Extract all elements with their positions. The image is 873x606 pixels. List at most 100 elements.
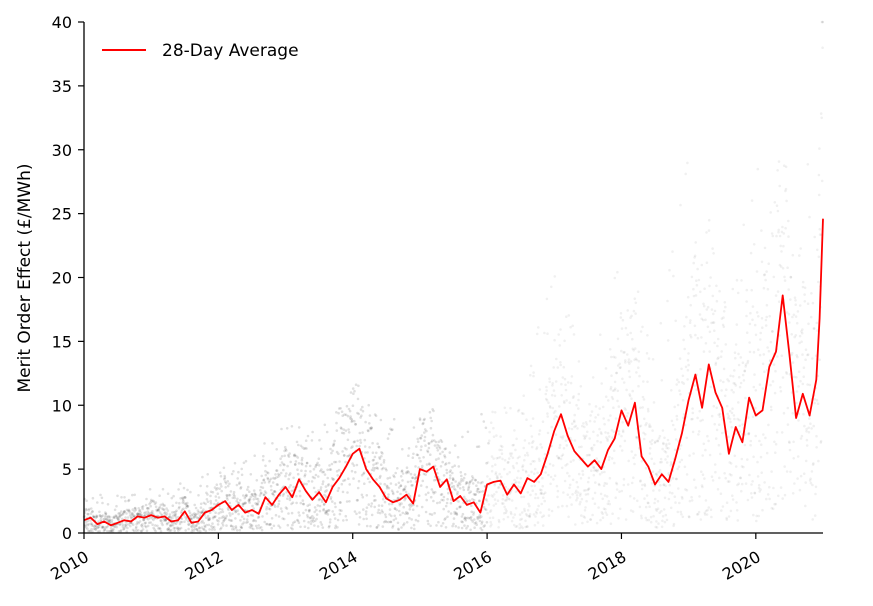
scatter-point xyxy=(511,456,515,460)
scatter-point xyxy=(146,507,149,510)
scatter-point xyxy=(681,515,685,519)
scatter-point xyxy=(385,486,389,490)
scatter-point xyxy=(326,468,329,472)
scatter-point xyxy=(701,473,705,477)
scatter-point xyxy=(618,362,621,366)
scatter-point xyxy=(293,454,296,458)
scatter-point xyxy=(666,339,670,342)
scatter-point xyxy=(477,445,481,448)
scatter-point xyxy=(420,434,424,437)
scatter-point xyxy=(252,498,256,501)
scatter-point xyxy=(291,523,294,527)
scatter-point xyxy=(408,516,411,520)
scatter-point xyxy=(409,505,412,509)
scatter-point xyxy=(254,497,258,501)
scatter-point xyxy=(556,495,559,499)
scatter-point xyxy=(623,407,626,410)
scatter-point xyxy=(94,528,97,531)
scatter-point xyxy=(415,453,419,457)
scatter-point xyxy=(774,369,777,373)
scatter-point xyxy=(663,520,667,524)
scatter-point xyxy=(320,500,324,504)
scatter-point xyxy=(773,201,777,204)
scatter-point xyxy=(246,520,249,524)
scatter-point xyxy=(773,440,776,444)
scatter-point xyxy=(301,446,304,449)
scatter-point xyxy=(234,517,237,520)
scatter-point xyxy=(423,417,426,421)
scatter-point xyxy=(218,471,222,475)
scatter-point xyxy=(743,370,746,373)
scatter-point xyxy=(638,425,641,428)
scatter-point xyxy=(93,515,96,519)
scatter-point xyxy=(817,173,821,177)
scatter-point xyxy=(400,470,404,473)
scatter-point xyxy=(387,486,391,490)
scatter-point xyxy=(673,428,677,431)
scatter-point xyxy=(436,471,439,475)
scatter-point xyxy=(457,481,461,485)
scatter-point xyxy=(301,499,305,502)
scatter-point xyxy=(525,514,529,517)
scatter-point xyxy=(811,518,814,521)
scatter-point xyxy=(752,385,756,389)
scatter-point xyxy=(289,526,293,530)
scatter-point xyxy=(494,463,497,467)
scatter-point xyxy=(784,189,787,193)
scatter-point xyxy=(563,479,567,483)
scatter-point xyxy=(284,448,288,451)
scatter-point xyxy=(333,502,337,505)
scatter-point xyxy=(346,454,349,458)
scatter-point xyxy=(458,505,462,509)
scatter-point xyxy=(341,450,344,453)
scatter-point xyxy=(801,328,804,331)
scatter-point xyxy=(584,489,587,492)
scatter-point xyxy=(737,375,741,379)
scatter-point xyxy=(738,430,742,434)
scatter-point xyxy=(416,440,420,444)
scatter-point xyxy=(190,517,194,521)
scatter-point xyxy=(393,507,397,510)
scatter-point xyxy=(534,510,538,514)
scatter-point xyxy=(327,509,330,512)
scatter-point xyxy=(361,431,364,434)
scatter-point xyxy=(813,401,816,405)
scatter-point xyxy=(285,491,288,494)
scatter-point xyxy=(796,477,799,480)
scatter-point xyxy=(769,340,773,344)
scatter-point xyxy=(461,479,465,482)
scatter-point xyxy=(684,423,687,427)
scatter-point xyxy=(272,494,276,497)
scatter-point xyxy=(315,517,318,521)
scatter-point xyxy=(132,529,136,533)
scatter-point xyxy=(776,290,780,293)
scatter-point xyxy=(131,493,134,497)
scatter-point xyxy=(771,330,774,333)
scatter-point xyxy=(517,408,521,412)
scatter-point xyxy=(133,507,137,510)
scatter-point xyxy=(385,484,389,488)
scatter-point xyxy=(376,511,380,514)
scatter-point xyxy=(186,501,189,505)
scatter-point xyxy=(778,263,782,267)
scatter-point xyxy=(716,337,720,341)
scatter-point xyxy=(430,419,434,423)
scatter-point xyxy=(163,518,167,521)
scatter-point xyxy=(283,454,287,458)
scatter-point xyxy=(625,388,628,392)
scatter-point xyxy=(568,483,572,487)
scatter-point xyxy=(436,501,439,505)
scatter-point xyxy=(486,461,490,464)
scatter-point xyxy=(437,457,440,460)
scatter-point xyxy=(155,508,158,512)
scatter-point xyxy=(507,457,511,460)
scatter-point xyxy=(688,321,692,325)
scatter-point xyxy=(775,431,779,434)
scatter-point xyxy=(672,522,676,526)
scatter-point xyxy=(720,389,723,392)
scatter-point xyxy=(275,483,279,486)
scatter-point xyxy=(420,505,424,509)
scatter-point xyxy=(285,472,288,475)
scatter-point xyxy=(94,516,98,519)
scatter-point xyxy=(498,448,501,452)
